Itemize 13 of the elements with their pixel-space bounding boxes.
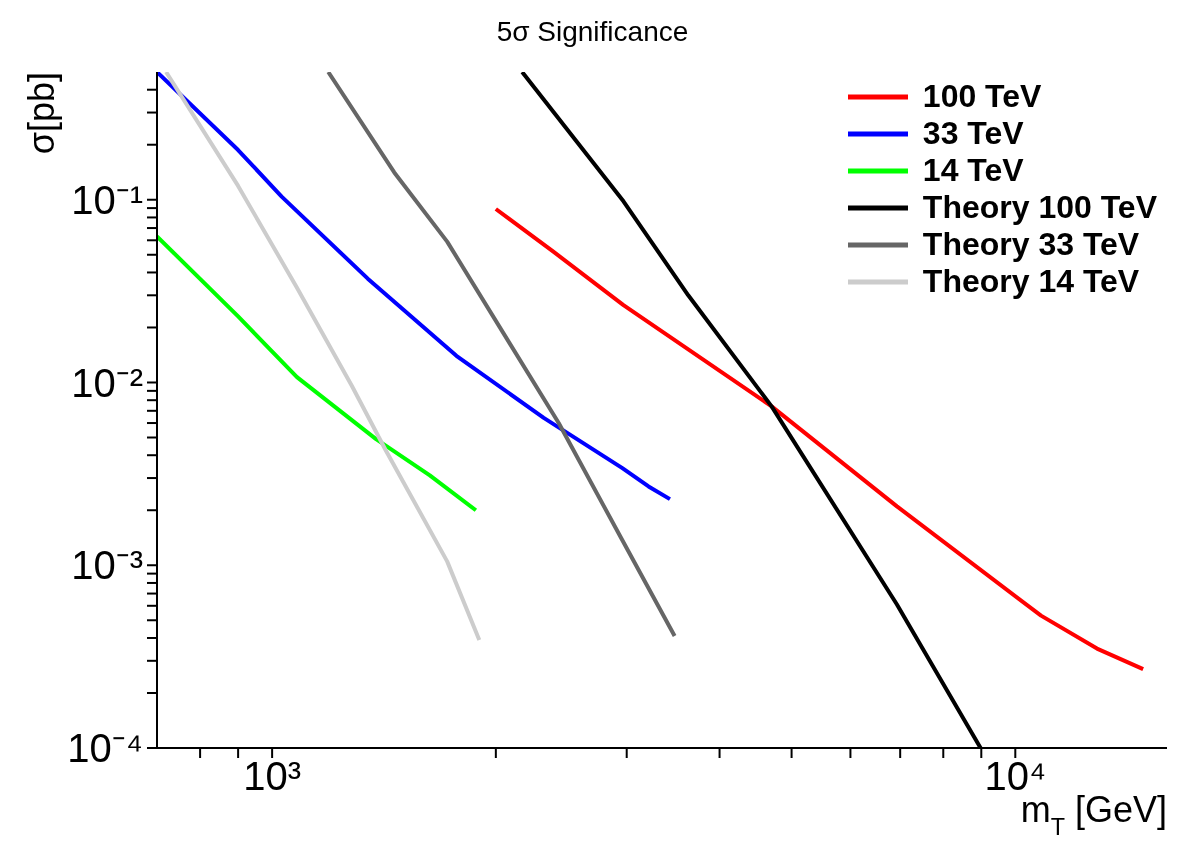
chart-title: 5σ Significance (495, 16, 690, 48)
legend-label: 33 TeV (922, 115, 1024, 152)
legend-label: Theory 100 TeV (922, 189, 1157, 226)
y-tick-label: 10⁻⁴ (67, 726, 143, 771)
legend-label: Theory 14 TeV (922, 263, 1140, 300)
y-tick-label: 10⁻¹ (71, 177, 143, 222)
y-tick-label: 10⁻³ (71, 543, 143, 588)
x-tick-label: 10³ (243, 754, 302, 799)
legend-label: 100 TeV (922, 78, 1042, 115)
y-axis-title: σ[pb] (21, 72, 62, 155)
y-tick-label: 10⁻² (71, 360, 143, 405)
legend-label: 14 TeV (922, 152, 1024, 189)
legend-label: Theory 33 TeV (922, 226, 1140, 263)
